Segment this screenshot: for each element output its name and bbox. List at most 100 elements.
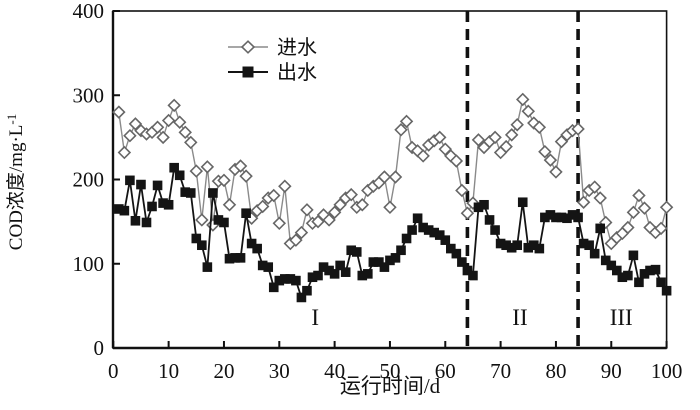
influent-data-point (499, 139, 513, 154)
influent-data-point (659, 200, 674, 215)
influent-data-point (449, 154, 464, 168)
effluent-data-point (600, 255, 611, 266)
influent-data-point (516, 92, 530, 107)
influent-data-point (222, 198, 237, 212)
influent-data-point (123, 128, 137, 143)
effluent-data-point (578, 238, 589, 249)
effluent-data-point (202, 262, 213, 272)
influent-data-point (621, 220, 635, 235)
x-axis-title: 运行时间/d (340, 374, 441, 398)
influent-data-point (576, 195, 591, 209)
effluent-data-point (473, 202, 484, 213)
y-tick-label: 300 (73, 83, 105, 107)
effluent-data-point (324, 265, 334, 276)
effluent-data-point (656, 277, 666, 288)
effluent-data-point (302, 285, 312, 296)
influent-data-point (399, 114, 414, 129)
influent-data-point (587, 180, 602, 194)
influent-data-point (593, 191, 607, 205)
effluent-data-point (291, 275, 301, 286)
y-tick-label: 0 (94, 336, 105, 360)
y-tick-label: 400 (73, 0, 105, 23)
influent-data-point (543, 153, 558, 167)
effluent-data-point (551, 212, 561, 223)
legend-effluent-label: 出水 (277, 61, 317, 84)
effluent-data-point (423, 225, 434, 235)
effluent-data-point (623, 270, 633, 281)
influent-data-point (355, 198, 370, 212)
y-tick-label: 100 (73, 252, 105, 276)
influent-data-point (150, 120, 165, 134)
legend-influent-label: 进水 (277, 36, 317, 59)
effluent-data-point (185, 188, 196, 198)
influent-data-point (488, 130, 502, 145)
effluent-data-point (169, 162, 179, 173)
effluent-data-point (634, 277, 644, 288)
effluent-data-point (224, 253, 235, 264)
influent-data-point (416, 149, 430, 163)
influent-data-point (300, 203, 314, 217)
effluent-data-point (163, 199, 174, 210)
effluent-data-point (462, 265, 473, 276)
effluent-data-point (318, 262, 329, 272)
effluent-data-point (457, 257, 467, 267)
effluent-data-point (468, 270, 478, 281)
effluent-data-point (573, 212, 583, 223)
effluent-data-point (379, 262, 390, 272)
effluent-data-point (484, 215, 495, 225)
y-axis-title-main: COD浓度/mg·L (5, 125, 27, 251)
influent-data-point (388, 170, 403, 184)
data-series (112, 92, 674, 303)
y-axis-title-superscript: -1 (4, 114, 19, 125)
influent-data-point (549, 165, 563, 179)
effluent-data-point (589, 248, 600, 259)
effluent-data-point (540, 212, 550, 223)
effluent-data-point (125, 175, 135, 186)
influent-data-point (433, 130, 447, 145)
effluent-data-point (661, 285, 672, 296)
influent-data-point (394, 123, 408, 137)
effluent-data-point (556, 212, 567, 223)
influent-data-point (272, 216, 287, 231)
axis-tick-labels: 0 10 20 30 40 50 60 70 80 90 100 0 100 200 300 400 (73, 0, 683, 383)
influent-data-point (195, 213, 209, 227)
effluent-data-point (274, 275, 285, 286)
influent-data-point (571, 122, 585, 136)
x-tick-label: 40 (324, 359, 345, 383)
influent-data-point (239, 169, 253, 183)
effluent-data-point (506, 242, 517, 253)
influent-data-point (344, 187, 358, 202)
effluent-data-point (241, 208, 251, 218)
effluent-data-point (617, 272, 628, 283)
effluent-data-point (130, 215, 141, 226)
effluent-data-point (645, 265, 655, 276)
effluent-data-point (418, 222, 428, 233)
effluent-data-point (517, 197, 528, 208)
effluent-data-point (351, 247, 362, 257)
effluent-data-point (374, 257, 384, 267)
effluent-data-point (335, 260, 345, 271)
legend-entry-effluent: 出水 (228, 61, 317, 84)
effluent-data-point (268, 282, 279, 293)
influent-data-point (294, 225, 309, 240)
effluent-data-point (213, 215, 224, 225)
effluent-data-point (363, 269, 373, 279)
influent-data-point (112, 105, 126, 119)
effluent-data-point (446, 243, 456, 254)
influent-data-point (327, 205, 342, 220)
effluent-data-point (357, 270, 368, 281)
influent-data-point (532, 120, 547, 134)
effluent-data-point (650, 264, 661, 275)
influent-data-point (460, 206, 475, 220)
influent-data-point (322, 213, 336, 227)
phase-divider-lines (465, 11, 580, 348)
effluent-data-point (152, 180, 163, 191)
effluent-data-point (191, 233, 202, 244)
legend-influent-diamond-icon (240, 40, 256, 54)
effluent-data-point (197, 240, 207, 251)
effluent-series (114, 162, 672, 303)
effluent-data-point (180, 187, 191, 197)
influent-data-point (156, 130, 170, 145)
effluent-data-point (523, 242, 534, 253)
influent-data-point (278, 179, 292, 193)
